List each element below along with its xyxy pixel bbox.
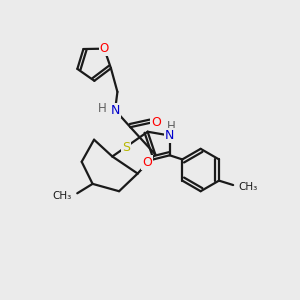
Text: O: O bbox=[142, 156, 152, 169]
Text: H: H bbox=[167, 120, 176, 133]
Text: S: S bbox=[122, 141, 130, 154]
Text: O: O bbox=[151, 116, 160, 129]
Text: N: N bbox=[110, 103, 120, 117]
Text: H: H bbox=[98, 102, 107, 115]
Text: CH₃: CH₃ bbox=[53, 190, 72, 201]
Text: CH₃: CH₃ bbox=[238, 182, 258, 192]
Text: O: O bbox=[100, 42, 109, 55]
Text: N: N bbox=[165, 129, 174, 142]
